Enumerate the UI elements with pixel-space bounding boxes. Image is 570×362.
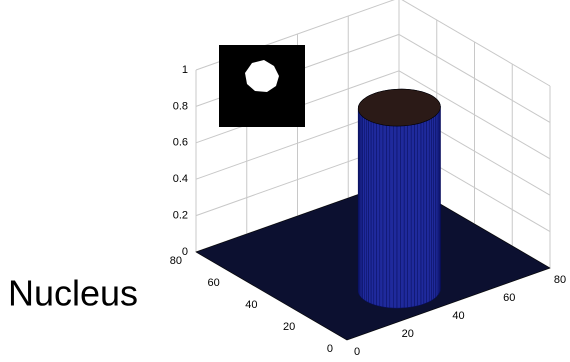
surface-side xyxy=(434,116,436,299)
z-tick-label: 1 xyxy=(182,64,188,76)
surface-side xyxy=(369,121,372,304)
surface-side xyxy=(393,126,397,308)
surface-side xyxy=(363,117,365,300)
surface-side xyxy=(364,118,366,301)
z-tick-label: 0.2 xyxy=(173,210,188,222)
surface-side xyxy=(380,124,383,307)
surface-side xyxy=(383,125,386,308)
x-tick-label: 40 xyxy=(452,310,464,322)
y-tick-label: 20 xyxy=(283,321,295,333)
surface-side xyxy=(427,120,430,303)
surface-side xyxy=(404,126,408,308)
surface-side xyxy=(418,123,421,306)
y-tick-label: 60 xyxy=(208,277,220,289)
z-tick-label: 0.6 xyxy=(173,137,188,149)
z-tick-label: 0.8 xyxy=(173,100,188,112)
surface-side xyxy=(401,126,405,308)
x-tick-label: 20 xyxy=(402,328,414,340)
y-tick-label: 0 xyxy=(327,343,333,355)
x-tick-label: 0 xyxy=(354,346,360,357)
surface-side xyxy=(408,125,412,308)
surface-side xyxy=(432,117,434,300)
surface-side xyxy=(421,122,424,305)
surface-side xyxy=(371,122,374,305)
annotation: Nucleus xyxy=(8,273,138,314)
x-tick-label: 80 xyxy=(554,274,566,286)
surface-side xyxy=(374,123,377,306)
y-tick-label: 80 xyxy=(170,255,182,267)
y-tick-label: 40 xyxy=(245,299,257,311)
surface-side xyxy=(386,125,389,307)
surface-side xyxy=(366,119,368,302)
surface-side xyxy=(377,124,380,307)
chart: Nucleus 00.20.40.60.81020406080020406080 xyxy=(0,0,570,357)
surface-side xyxy=(397,126,401,308)
x-tick-label: 60 xyxy=(503,292,515,304)
z-tick-label: 0.4 xyxy=(173,173,188,185)
surface-side xyxy=(424,121,427,304)
z-tick-label: 0 xyxy=(182,246,188,258)
surface-side xyxy=(390,126,394,308)
surface-side xyxy=(429,118,431,301)
surface-side xyxy=(415,124,418,307)
surface-side xyxy=(411,124,414,307)
